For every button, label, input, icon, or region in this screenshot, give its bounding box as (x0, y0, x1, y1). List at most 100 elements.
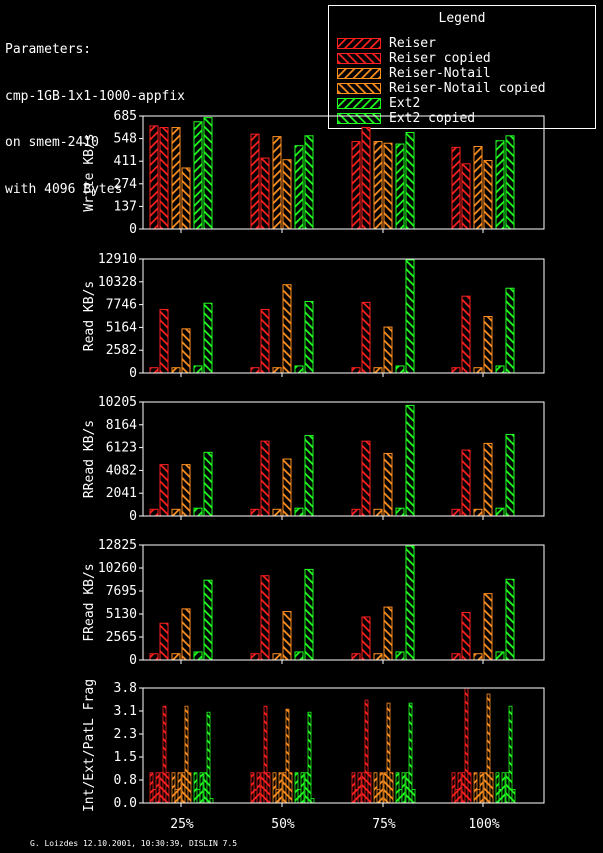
bar-4-3-0 (181, 608, 191, 661)
bar-4-2-2 (373, 653, 383, 661)
bar-3-5-2 (405, 404, 415, 517)
bar-5-4-1-0 (294, 772, 299, 804)
bar-4-1-3 (461, 611, 471, 661)
bar-1-2-3 (473, 146, 483, 230)
ytick-label-2-0: 0 (129, 366, 137, 381)
bar-3-2-1 (272, 508, 282, 517)
bar-5-4-1-1 (297, 788, 302, 804)
panel-frame-3 (142, 401, 545, 517)
parameters-line-2: on smem-2410 (5, 135, 99, 150)
bar-1-5-1 (304, 135, 314, 230)
ytick-label-4-3: 7695 (106, 584, 137, 599)
bar-5-3-2-1 (386, 702, 391, 804)
bar-5-2-3-0 (473, 772, 478, 804)
bar-4-2-1 (272, 653, 282, 661)
bar-1-3-2 (383, 142, 393, 230)
bar-2-3-0 (181, 328, 191, 374)
bar-2-0-2 (351, 367, 361, 374)
bar-5-4-0-1 (196, 788, 201, 804)
bar-2-4-2 (395, 365, 405, 374)
bar-3-1-0 (159, 464, 169, 517)
parameters-line-3: with 4096 Bytes (5, 181, 123, 197)
bar-5-5-3-0 (505, 772, 510, 804)
bar-2-1-0 (159, 308, 169, 374)
bar-1-0-2 (351, 141, 361, 230)
bar-1-0-0 (149, 125, 159, 230)
bar-5-3-3-2 (489, 772, 494, 804)
bar-4-5-3 (505, 578, 515, 661)
panel-frame-4 (142, 544, 545, 661)
bar-5-4-1-2 (300, 772, 305, 804)
bar-5-4-2-1 (398, 788, 403, 804)
ylabel-5: Int/Ext/PatL Frag (82, 679, 97, 812)
bar-2-2-3 (473, 367, 483, 374)
legend-title: Legend (438, 11, 486, 26)
bar-1-5-2 (405, 131, 415, 230)
bar-3-1-3 (461, 449, 471, 517)
legend-swatch-reiser-notail-copied (337, 83, 381, 94)
bar-3-4-3 (495, 507, 505, 517)
bar-2-1-2 (361, 301, 371, 374)
bar-4-3-3 (483, 593, 493, 661)
ylabel-4: FRead KB/s (82, 563, 97, 641)
ytick-label-2-1: 2582 (106, 343, 137, 358)
bar-5-5-2-2 (411, 788, 416, 804)
legend-label-ext2: Ext2 (389, 96, 421, 111)
bar-5-2-1-2 (278, 772, 283, 804)
bar-5-1-3-0 (461, 772, 466, 804)
bar-5-4-0-0 (193, 772, 198, 804)
ytick-label-3-0: 0 (129, 509, 137, 524)
panel-frame-2 (142, 258, 545, 374)
bar-5-2-0-0 (171, 772, 176, 804)
ytick-label-3-5: 10205 (98, 395, 137, 410)
legend-box: Legend Reiser Reiser copied Reiser-Notai… (328, 5, 596, 129)
bar-4-3-1 (282, 611, 292, 661)
bar-5-5-2-1 (408, 702, 413, 804)
bar-5-2-3-2 (479, 772, 484, 804)
bar-4-4-3 (495, 651, 505, 661)
bar-4-4-2 (395, 651, 405, 661)
ytick-label-2-5: 12910 (98, 252, 137, 267)
bar-3-5-1 (304, 435, 314, 517)
ytick-label-3-1: 2041 (106, 486, 137, 501)
bar-2-4-0 (193, 365, 203, 374)
bar-1-4-3 (495, 140, 505, 230)
bar-5-1-0-1 (162, 705, 167, 804)
bar-4-2-0 (171, 653, 181, 661)
bar-3-3-2 (383, 452, 393, 517)
bar-5-2-0-2 (177, 772, 182, 804)
panel-frame-5 (142, 687, 545, 804)
bar-3-5-0 (203, 451, 213, 517)
ytick-label-2-2: 5164 (106, 320, 137, 335)
ytick-label-3-3: 6123 (106, 441, 137, 456)
bar-5-4-3-1 (498, 788, 503, 804)
ytick-label-5-4: 3.1 (114, 704, 137, 719)
bar-1-4-1 (294, 145, 304, 230)
bar-5-5-3-1 (508, 705, 513, 804)
ytick-label-1-0: 0 (129, 222, 137, 237)
bar-5-3-1-2 (288, 772, 293, 804)
bar-1-1-3 (461, 163, 471, 230)
bar-4-0-0 (149, 653, 159, 661)
bar-3-0-3 (451, 508, 461, 517)
bar-2-2-2 (373, 367, 383, 374)
ytick-label-2-4: 10328 (98, 275, 137, 290)
ytick-label-4-4: 10260 (98, 561, 137, 576)
bar-5-5-3-2 (511, 788, 516, 804)
bar-5-2-1-1 (275, 788, 280, 804)
bar-4-3-2 (383, 606, 393, 661)
bar-1-2-0 (171, 127, 181, 230)
ylabel-1: Write KB/s (82, 133, 97, 211)
ytick-label-5-0: 0.0 (114, 796, 137, 811)
legend-swatch-ext2 (337, 98, 381, 109)
panel-5: 0.0 0.8 1.5 2.3 3.1 3.8 Int/Ext/PatL Frag (82, 679, 545, 812)
bar-4-0-1 (250, 653, 260, 661)
bar-4-4-0 (193, 651, 203, 661)
bar-5-4-3-2 (501, 772, 506, 804)
bar-2-2-1 (272, 367, 282, 374)
bar-2-4-3 (495, 365, 505, 374)
ytick-label-1-2: 274 (114, 177, 138, 192)
legend-swatch-reiser-notail (337, 68, 381, 79)
bar-5-1-0-2 (165, 772, 170, 804)
